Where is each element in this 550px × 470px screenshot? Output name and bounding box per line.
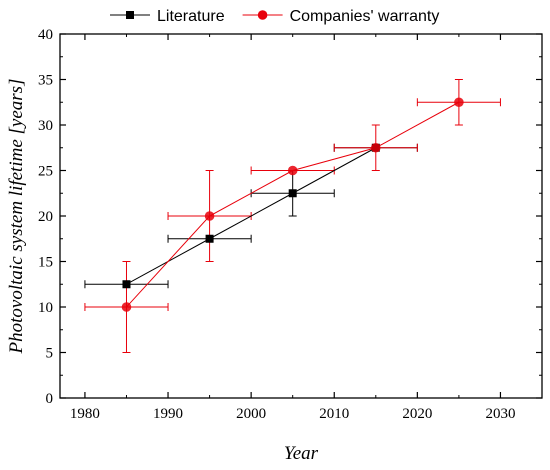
x-tick-label: 2010 xyxy=(319,406,349,422)
x-tick-label: 2030 xyxy=(485,406,515,422)
legend-label-warranty: Companies' warranty xyxy=(290,8,440,25)
warranty-point xyxy=(287,165,298,176)
legend-label-literature: Literature xyxy=(157,8,225,25)
warranty-point xyxy=(121,302,132,312)
x-tick-label: 1980 xyxy=(70,406,100,422)
x-tick-label: 2000 xyxy=(236,406,266,422)
y-tick-label: 30 xyxy=(38,118,53,134)
y-tick-label: 20 xyxy=(38,209,53,225)
y-tick-label: 15 xyxy=(38,255,53,271)
x-axis-title: Year xyxy=(284,443,319,464)
legend-marker-literature xyxy=(126,11,134,19)
warranty-point xyxy=(454,97,464,108)
literature-point xyxy=(288,189,297,198)
y-tick-label: 35 xyxy=(38,73,53,89)
y-tick-label: 40 xyxy=(38,27,53,43)
y-tick-label: 0 xyxy=(46,391,54,407)
legend-marker-warranty xyxy=(257,10,268,20)
x-tick-label: 2020 xyxy=(402,406,432,422)
tick-labels-layer: 1980 1990 2000 2010 2020 2030 0 5 10 15 20 25 30 35 40 xyxy=(38,27,515,422)
legend: Literature Companies' warranty xyxy=(110,8,439,25)
warranty-point xyxy=(204,211,215,221)
axis-ticks-layer xyxy=(60,33,542,399)
y-tick-label: 10 xyxy=(38,300,53,316)
y-axis-title: Photovoltaic system lifetime [years] xyxy=(6,79,27,355)
literature-point xyxy=(122,280,131,289)
x-tick-label: 1990 xyxy=(153,406,183,422)
plot-frame xyxy=(59,33,543,399)
error-bars-layer xyxy=(84,79,501,353)
y-tick-label: 25 xyxy=(38,164,53,180)
y-tick-label: 5 xyxy=(46,346,54,362)
literature-point xyxy=(205,234,214,243)
markers-layer xyxy=(121,97,464,312)
warranty-point xyxy=(370,142,381,153)
